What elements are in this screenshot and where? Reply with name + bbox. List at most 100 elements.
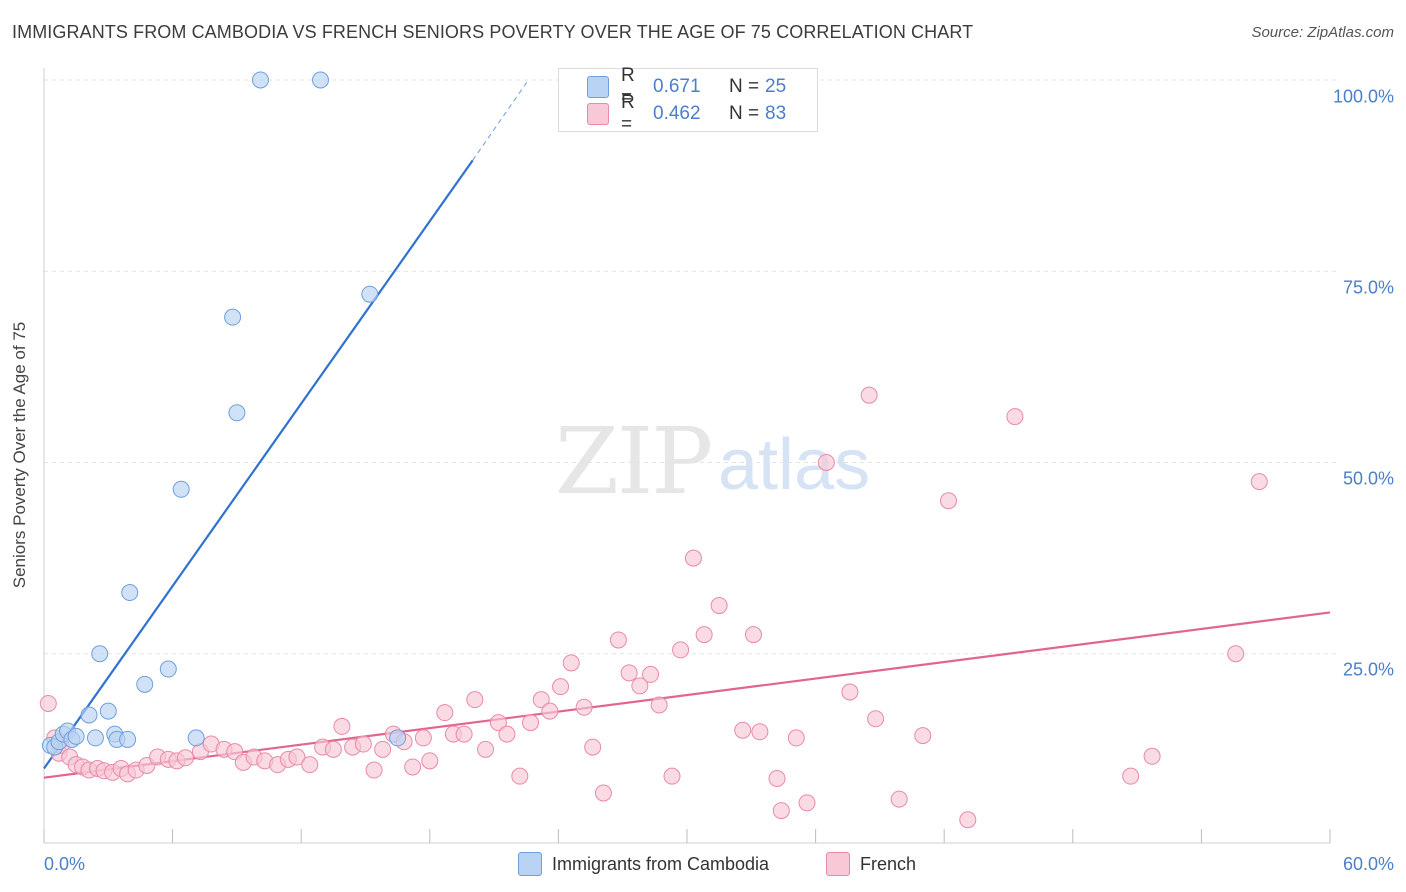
legend-row-cambodia: R = 0.671 N = 25 <box>587 65 817 108</box>
trend-line-cambodia <box>43 159 474 770</box>
cambodia-point <box>136 675 154 693</box>
trend-lines <box>43 79 1331 779</box>
french-point <box>421 752 439 770</box>
french-point <box>511 767 529 785</box>
r-value: 0.671 <box>653 76 701 97</box>
cambodia-point <box>86 729 104 747</box>
french-point <box>584 738 602 756</box>
y-tick-50: 50.0% <box>1342 468 1394 489</box>
french-point <box>1143 747 1161 765</box>
french-point <box>695 626 713 644</box>
n-value: 83 <box>765 103 787 124</box>
french-point <box>609 631 627 649</box>
cambodia-point <box>67 727 85 745</box>
y-tick-25: 25.0% <box>1342 659 1394 680</box>
cambodia-point <box>99 702 117 720</box>
cambodia-point <box>251 71 269 89</box>
cambodia-legend-swatch <box>518 852 542 876</box>
source-label: Source: ZipAtlas.com <box>1251 24 1394 41</box>
data-points <box>39 71 1268 829</box>
french-point <box>324 740 342 758</box>
cambodia-point <box>119 730 137 748</box>
r-label: R = <box>621 65 635 108</box>
legend-item-cambodia: Immigrants from Cambodia <box>518 852 769 876</box>
french-point <box>798 794 816 812</box>
french-point <box>466 691 484 709</box>
french-point <box>914 727 932 745</box>
chart-title: IMMIGRANTS FROM CAMBODIA VS FRENCH SENIO… <box>12 22 974 42</box>
axes <box>43 68 1331 844</box>
french-point <box>562 654 580 672</box>
cambodia-point <box>311 71 329 89</box>
stats-legend: R = 0.671 N = 25 R = 0.462 N = 83 <box>558 65 818 135</box>
french-point <box>672 641 690 659</box>
french-point <box>39 694 57 712</box>
french-point <box>710 597 728 615</box>
french-point <box>176 749 194 767</box>
french-point <box>288 748 306 766</box>
french-point <box>301 756 319 774</box>
french-point <box>498 725 516 743</box>
french-point <box>684 549 702 567</box>
french-point <box>1122 767 1140 785</box>
french-point <box>489 714 507 732</box>
french-point <box>890 790 908 808</box>
n-label: N = <box>729 103 760 124</box>
french-point <box>860 386 878 404</box>
cambodia-point <box>389 729 407 747</box>
french-point <box>404 758 422 776</box>
french-point <box>354 735 372 753</box>
french-point <box>817 454 835 471</box>
french-point <box>959 811 977 829</box>
legend-label-cambodia: Immigrants from Cambodia <box>552 853 770 874</box>
french-point <box>455 725 473 743</box>
french-point <box>333 717 351 735</box>
x-tick-max: 60.0% <box>1342 854 1394 874</box>
french-point <box>787 729 805 747</box>
cambodia-point <box>228 404 246 422</box>
french-point <box>522 714 540 732</box>
n-label: N = <box>729 76 760 97</box>
y-tick-100: 100.0% <box>1332 86 1394 107</box>
french-point <box>939 492 957 510</box>
french-point <box>532 691 550 709</box>
french-point <box>477 740 495 758</box>
cambodia-point <box>172 480 190 498</box>
french-point <box>650 696 668 714</box>
cambodia-swatch <box>587 76 609 98</box>
legend-row-french: R = 0.462 N = 83 <box>587 92 817 135</box>
french-point <box>374 740 392 758</box>
r-label: R = <box>621 92 635 135</box>
french-point <box>594 784 612 802</box>
french-point <box>841 683 859 701</box>
french-point <box>436 704 454 722</box>
french-point <box>1006 408 1024 426</box>
french-point <box>365 761 383 779</box>
grid-lines <box>44 79 1340 655</box>
legend-label-french: French <box>860 853 917 874</box>
french-point <box>751 723 769 741</box>
french-point <box>575 698 593 716</box>
r-value: 0.462 <box>653 103 701 124</box>
legend-item-french: French <box>826 852 916 876</box>
french-point <box>631 677 649 695</box>
french-point <box>867 710 885 728</box>
y-axis-label: Seniors Poverty Over the Age of 75 <box>10 321 29 589</box>
french-point <box>744 626 762 644</box>
french-point <box>1227 645 1245 663</box>
french-point <box>768 769 786 787</box>
french-point <box>772 802 790 820</box>
cambodia-point <box>121 584 139 602</box>
cambodia-point <box>159 660 177 678</box>
cambodia-point <box>91 645 109 663</box>
french-point <box>620 664 638 682</box>
french-point <box>541 702 559 720</box>
french-point <box>642 665 660 683</box>
watermark-zip: ZIP <box>555 408 713 515</box>
trend-line-cambodia-extension <box>472 79 529 161</box>
cambodia-point <box>80 706 98 724</box>
cambodia-point <box>187 729 205 747</box>
french-point <box>1250 473 1268 491</box>
x-tick-min: 0.0% <box>44 854 86 874</box>
